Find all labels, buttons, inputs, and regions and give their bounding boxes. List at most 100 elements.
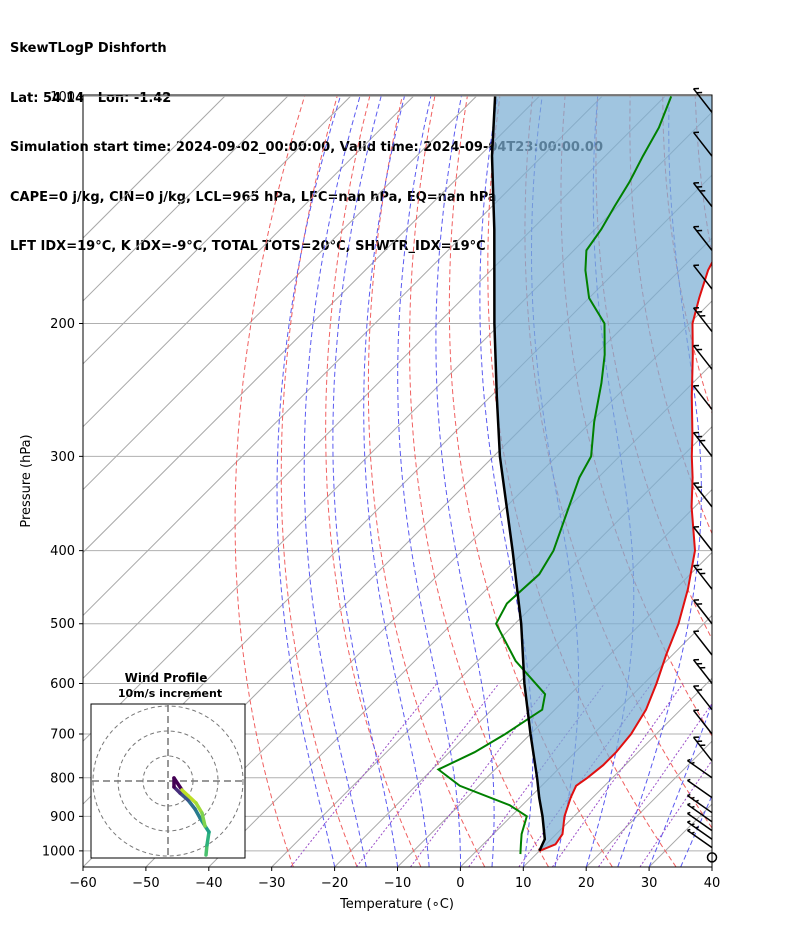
barb-staff [686, 779, 713, 799]
wind-barb [692, 526, 713, 552]
barb-flag [687, 778, 691, 782]
x-tick-label: 40 [704, 876, 721, 891]
y-tick-label: 100 [50, 90, 75, 105]
hodograph [92, 705, 244, 857]
isotherm [83, 96, 603, 617]
wind-barb [686, 793, 713, 814]
wind-barb [692, 264, 713, 290]
hodograph-segment [172, 776, 184, 792]
barb-staff [692, 345, 713, 370]
isotherm [83, 96, 477, 491]
hodograph-segment [205, 830, 211, 847]
moist-adiabat [303, 96, 367, 867]
title-line-latlon: Lat: 54.14 Lon: -1.42 [10, 90, 172, 106]
isotherm [523, 677, 712, 867]
isotherm [397, 551, 712, 867]
isotherm [83, 96, 540, 554]
y-tick-label: 700 [50, 727, 75, 742]
wind-barb [692, 736, 713, 762]
barb-flag [687, 802, 691, 806]
wind-barb [692, 564, 713, 590]
wind-barb [686, 758, 713, 779]
hodograph-segment [194, 801, 204, 815]
mixing-ratio-line [551, 683, 684, 867]
x-tick-label: 20 [578, 876, 595, 891]
barb-flag [687, 828, 691, 832]
wind-barb [692, 225, 713, 251]
wind-barb [686, 811, 713, 832]
cin-shading [492, 96, 712, 851]
x-tick-label: 30 [641, 876, 658, 891]
wind-barb [692, 306, 713, 333]
wind-barbs [686, 87, 718, 863]
inset-subtitle: 10m/s increment [118, 687, 222, 700]
x-tick-label: −10 [384, 876, 411, 891]
moist-adiabat [435, 96, 495, 867]
barb-staff [692, 659, 713, 684]
y-tick-label: 200 [50, 317, 75, 332]
barb-flag [687, 793, 691, 797]
y-axis-label: Pressure (hPa) [19, 434, 34, 527]
barb-staff [692, 709, 713, 735]
moist-adiabat [276, 96, 341, 867]
x-tick-label: −60 [69, 876, 96, 891]
wind-barb [686, 778, 713, 799]
barb-staff [692, 132, 713, 157]
dry-adiabat [367, 96, 486, 867]
y-tick-label: 400 [50, 544, 75, 559]
x-tick-label: 10 [515, 876, 532, 891]
barb-staff [686, 829, 713, 849]
moist-adiabat [363, 96, 430, 867]
moist-adiabat [397, 96, 461, 867]
dewpoint-line [436, 96, 673, 855]
mixing-ratio-line [639, 759, 712, 867]
barb-staff [692, 226, 713, 251]
barb-flag [687, 820, 691, 823]
dry-adiabat [280, 96, 358, 867]
isotherm [83, 96, 351, 365]
barb-flag [691, 796, 695, 800]
wind-barb [692, 431, 713, 457]
barb-flag [687, 758, 691, 762]
x-tick-label: −40 [195, 876, 222, 891]
barb-staff [692, 264, 713, 290]
wind-barb [692, 599, 713, 625]
wind-barb [692, 658, 713, 684]
y-tick-label: 1000 [42, 844, 75, 859]
hodograph-segment [180, 788, 198, 805]
barb-staff [692, 432, 713, 457]
barb-staff [692, 182, 713, 208]
mixing-ratio-line [410, 683, 551, 867]
y-axis: 100 200 300 400 500 600 700 800 900 1000 [42, 90, 83, 859]
chart-title: SkewTLogP Dishforth Lat: 54.14 Lon: -1.4… [10, 8, 603, 272]
barb-flag [687, 811, 691, 815]
wind-profile-inset: Wind Profile 10m/s increment [90, 671, 246, 859]
dry-adiabat [728, 96, 794, 867]
barb-staff [692, 685, 713, 711]
dry-adiabat [760, 96, 794, 867]
y-tick-label: 800 [50, 771, 75, 786]
wind-barb [692, 182, 713, 208]
x-axis: −60 −50 −40 −30 −20 −10 0 10 20 30 40 [69, 867, 720, 891]
dry-adiabat [448, 96, 613, 867]
moist-adiabat [680, 794, 712, 867]
wind-barb [692, 630, 713, 656]
wind-barb [692, 344, 713, 370]
barb-flag [691, 761, 695, 765]
wind-barb [692, 87, 713, 113]
barb-staff [692, 385, 713, 410]
isotherm [334, 488, 712, 867]
barb-staff [686, 812, 713, 832]
mixing-ratio-line [598, 702, 712, 867]
x-tick-label: −30 [258, 876, 285, 891]
dry-adiabat [409, 96, 549, 867]
dry-adiabat [234, 96, 305, 867]
barb-staff [692, 736, 713, 762]
x-tick-label: −50 [132, 876, 159, 891]
moist-adiabat [332, 96, 399, 867]
y-tick-label: 300 [50, 450, 75, 465]
title-line-indices: LFT IDX=19°C, K IDX=-9°C, TOTAL TOTS=20°… [10, 239, 486, 254]
y-tick-label: 600 [50, 677, 75, 692]
hodograph-segment [178, 791, 190, 802]
